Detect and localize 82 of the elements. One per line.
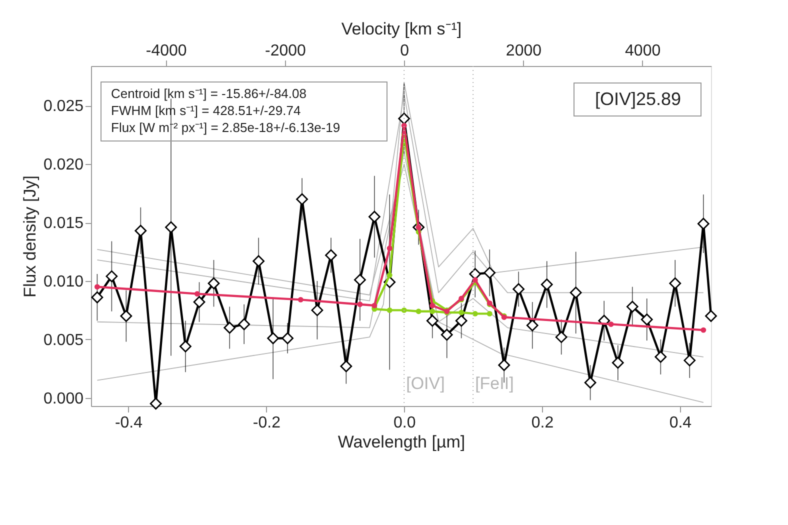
point: [194, 291, 200, 297]
x-axis-title: Wavelength [µm]: [338, 432, 466, 452]
point: [165, 221, 177, 234]
point: [484, 266, 496, 279]
x2-tick-label: 0: [400, 42, 410, 60]
point: [626, 300, 638, 313]
x2-tick-label: 4000: [625, 42, 661, 60]
point: [252, 255, 265, 268]
point: [654, 350, 667, 363]
point: [612, 356, 624, 369]
x2-tick-label: -2000: [265, 42, 306, 60]
point: [697, 218, 710, 230]
point: [193, 296, 206, 308]
y-tick-label: 0.010: [43, 273, 84, 290]
point: [440, 328, 453, 341]
point: [455, 314, 468, 327]
x2-tick-label: 2000: [506, 42, 542, 60]
point: [416, 308, 422, 314]
point: [311, 304, 324, 316]
point: [570, 286, 582, 299]
point: [94, 284, 100, 290]
point: [357, 302, 363, 308]
point: [150, 398, 162, 410]
point: [608, 321, 614, 327]
annotation: [OIV]25.89: [594, 89, 682, 109]
point: [486, 310, 492, 316]
x-tick-label: 0.4: [669, 414, 692, 432]
ref-line-label: [OIV]: [406, 374, 445, 393]
point: [401, 307, 407, 313]
point: [398, 112, 410, 125]
point: [469, 268, 482, 280]
point: [134, 224, 147, 237]
y-tick-label: 0.005: [43, 332, 84, 349]
point: [684, 354, 696, 366]
point: [238, 318, 250, 330]
point: [640, 314, 653, 326]
point: [267, 332, 280, 344]
point: [669, 277, 682, 290]
point: [386, 307, 392, 313]
x2-axis-title: Velocity [km s⁻¹]: [341, 20, 462, 38]
point: [386, 246, 392, 251]
y-tick-label: 0.000: [43, 390, 84, 408]
x-tick-label: 0.0: [393, 414, 416, 432]
y-tick-label: 0.015: [43, 215, 84, 232]
y-tick-label: 0.025: [43, 98, 84, 116]
point: [106, 270, 118, 282]
point: [298, 296, 304, 302]
point: [340, 360, 352, 372]
x-tick-label: -0.2: [252, 414, 281, 432]
point: [555, 331, 568, 344]
point: [700, 327, 706, 333]
point: [430, 302, 436, 308]
point: [296, 193, 308, 206]
x-tick-label: 0.2: [531, 414, 554, 432]
point: [512, 283, 525, 296]
annotation: Centroid [km s⁻¹] = -15.86+/-84.08: [111, 86, 306, 101]
y-axis-title: Flux density [Jy]: [20, 176, 40, 298]
point: [472, 310, 478, 316]
point: [584, 376, 596, 389]
x2-tick-label: -4000: [146, 42, 187, 60]
ref-line-label: [FeII]: [475, 374, 514, 393]
point: [282, 332, 294, 344]
point: [705, 310, 717, 322]
point: [368, 210, 380, 223]
point: [180, 340, 192, 352]
point: [498, 359, 510, 372]
point: [224, 322, 236, 334]
point: [458, 310, 464, 316]
point: [372, 302, 378, 308]
point: [426, 314, 438, 327]
point: [354, 274, 366, 286]
point: [120, 310, 132, 322]
x-tick-label: -0.4: [114, 414, 143, 432]
point: [208, 277, 220, 290]
point: [325, 249, 337, 262]
point: [526, 319, 538, 332]
point: [91, 291, 104, 304]
point: [430, 308, 436, 314]
y-tick-label: 0.020: [43, 156, 84, 174]
point: [540, 278, 553, 290]
point: [386, 272, 392, 278]
point: [401, 122, 407, 128]
